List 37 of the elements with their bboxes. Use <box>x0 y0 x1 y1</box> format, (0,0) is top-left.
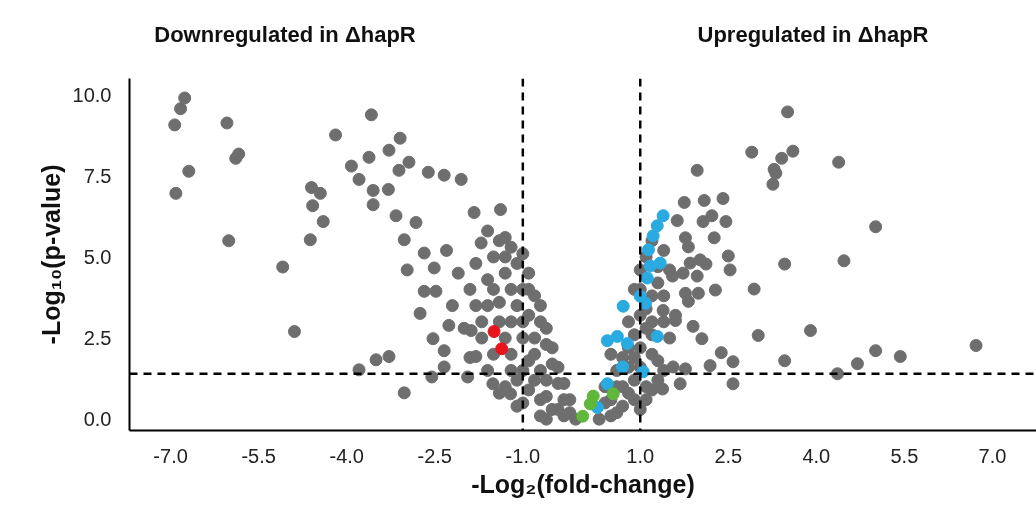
x-tick-label: -4.0 <box>329 444 364 467</box>
point <box>620 337 634 351</box>
y-tick-label: 0.0 <box>83 408 112 431</box>
x-tick-label: -2.5 <box>417 444 453 467</box>
y-tick-label: 10.0 <box>72 83 112 106</box>
point <box>495 342 509 356</box>
x-tick-label: 7.0 <box>978 444 1007 467</box>
point <box>639 296 653 310</box>
x-tick-label: 4.0 <box>802 444 831 467</box>
point <box>616 360 630 374</box>
y-tick-label: 7.5 <box>83 164 112 187</box>
point <box>646 229 660 243</box>
x-tick-label: -7.0 <box>153 444 188 467</box>
point <box>600 334 614 348</box>
x-tick-label: -1.0 <box>505 444 541 467</box>
text: Upregulated in ΔhapR <box>697 21 929 49</box>
x-axis-title: -Log₂(fold-change) <box>471 469 695 498</box>
point <box>583 397 597 411</box>
point <box>650 219 664 233</box>
point <box>610 329 624 343</box>
point <box>641 243 655 257</box>
point <box>487 325 501 339</box>
x-tick-label: 1.0 <box>626 444 655 467</box>
point <box>650 329 664 343</box>
x-tick-label: 2.5 <box>714 444 743 467</box>
x-tick-label: -5.5 <box>241 444 276 467</box>
point <box>616 299 630 313</box>
point <box>606 387 620 401</box>
point <box>656 209 670 223</box>
point <box>640 271 654 285</box>
text: Downregulated in ΔhapR <box>154 21 416 49</box>
y-tick-label: 5.0 <box>83 245 112 268</box>
point <box>643 259 657 273</box>
y-axis-title: -Log₁₀(p-value) <box>36 164 65 345</box>
point <box>576 409 590 423</box>
x-tick-label: 5.5 <box>890 444 919 467</box>
y-tick-label: 2.5 <box>83 327 112 350</box>
